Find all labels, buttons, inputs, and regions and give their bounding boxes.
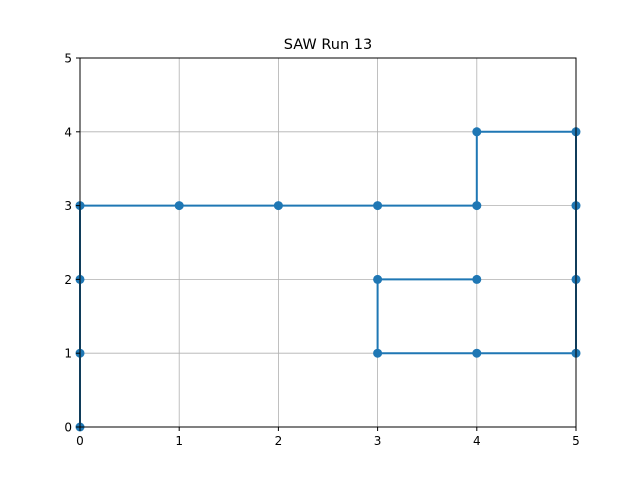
y-tick-label: 0 (64, 421, 72, 435)
data-point (472, 201, 482, 211)
y-tick-label: 1 (64, 347, 72, 361)
y-tick-label: 4 (64, 125, 72, 139)
chart-title: SAW Run 13 (284, 37, 372, 53)
data-point (472, 127, 482, 137)
y-tick-label: 5 (64, 52, 72, 66)
x-tick-label: 4 (473, 434, 481, 448)
ticks-layer: 0 1 2 3 4 5 0 1 2 3 4 5 (64, 52, 579, 449)
x-tick-label: 5 (572, 434, 580, 448)
data-point (373, 348, 383, 358)
x-tick-label: 0 (76, 434, 84, 448)
data-point (472, 348, 482, 358)
x-tick-label: 3 (374, 434, 382, 448)
data-point (373, 201, 383, 211)
y-tick-label: 3 (64, 199, 72, 213)
x-tick-label: 2 (275, 434, 283, 448)
x-tick-label: 1 (175, 434, 183, 448)
axes-frame (79, 57, 577, 428)
data-point (174, 201, 184, 211)
data-point (472, 274, 482, 284)
y-tick-label: 2 (64, 273, 72, 287)
data-point (273, 201, 283, 211)
data-point (373, 274, 383, 284)
